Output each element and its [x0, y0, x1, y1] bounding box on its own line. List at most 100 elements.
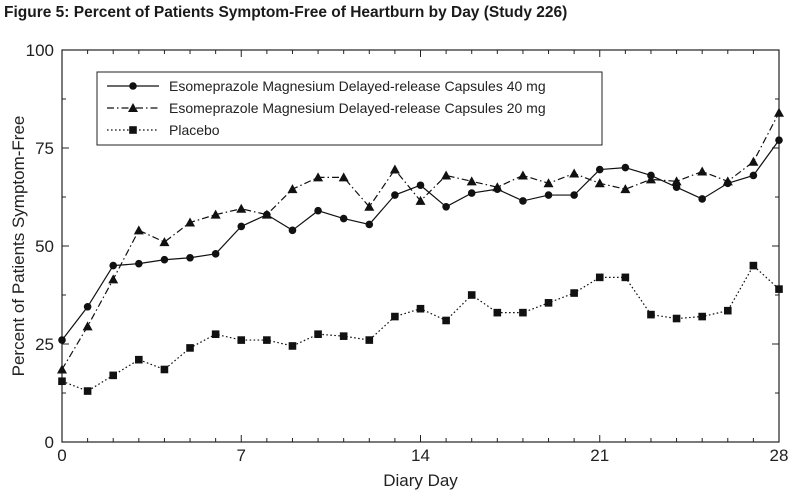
data-point	[133, 225, 144, 235]
data-point	[442, 316, 450, 325]
y-tick-label: 0	[45, 433, 54, 452]
data-point	[620, 184, 631, 194]
data-point	[83, 387, 92, 395]
data-point	[186, 253, 194, 262]
data-point	[108, 274, 119, 284]
data-point	[621, 163, 630, 172]
data-point	[82, 321, 93, 331]
y-tick-label: 100	[26, 41, 54, 60]
series-square	[58, 261, 783, 395]
legend-box	[96, 71, 603, 146]
data-point	[569, 168, 580, 178]
data-point	[58, 377, 66, 386]
data-point	[339, 332, 348, 340]
data-point	[493, 308, 502, 317]
data-point	[415, 195, 426, 205]
data-point	[594, 178, 605, 188]
data-point	[595, 165, 604, 174]
data-point	[287, 184, 298, 194]
data-point	[570, 289, 578, 297]
data-point	[159, 237, 170, 247]
data-point	[263, 336, 271, 344]
data-point	[749, 171, 758, 180]
data-point	[544, 299, 553, 307]
legend-entry: Esomeprazole Magnesium Delayed-release C…	[107, 100, 546, 116]
data-point	[621, 273, 630, 282]
data-point	[135, 355, 143, 364]
data-point	[570, 191, 578, 199]
data-point	[211, 250, 220, 258]
data-point	[749, 261, 758, 270]
figure-title: Figure 5: Percent of Patients Symptom-Fr…	[4, 4, 568, 21]
x-tick-label: 21	[590, 446, 609, 465]
legend-marker	[129, 126, 137, 134]
data-point	[186, 344, 194, 352]
y-tick-label: 75	[35, 139, 54, 158]
legend-label: Placebo	[169, 122, 220, 138]
data-point	[109, 261, 118, 270]
data-point	[313, 172, 324, 182]
data-point	[492, 182, 503, 192]
data-point	[466, 176, 477, 186]
data-point	[338, 172, 349, 182]
data-point	[58, 336, 66, 344]
data-point	[288, 342, 297, 350]
data-point	[467, 189, 476, 197]
data-point	[698, 312, 706, 321]
data-point	[519, 197, 527, 205]
data-point	[774, 107, 784, 117]
series-circle	[58, 136, 783, 344]
data-point	[442, 203, 450, 211]
data-point	[314, 330, 322, 338]
data-point	[237, 336, 246, 344]
axes: 0 7 14 21 28 0 25 50 75 100	[26, 41, 789, 465]
data-point	[697, 166, 708, 176]
data-point	[672, 314, 681, 323]
data-point	[211, 330, 220, 338]
data-point	[544, 191, 553, 199]
data-point	[83, 302, 92, 311]
data-point	[160, 255, 169, 264]
legend-marker	[129, 82, 137, 90]
data-point	[288, 226, 297, 235]
data-point	[339, 214, 348, 223]
data-point	[517, 170, 528, 180]
data-point	[109, 371, 118, 380]
data-point	[261, 209, 272, 219]
data-point	[135, 259, 143, 268]
x-tick-label: 28	[770, 446, 789, 465]
y-tick-label: 25	[35, 335, 54, 354]
x-tick-label: 14	[411, 446, 430, 465]
data-point	[775, 285, 783, 293]
legend-entry: Placebo	[107, 122, 220, 138]
series-layer	[57, 107, 784, 395]
series-triangle	[57, 107, 784, 374]
data-point	[671, 176, 682, 186]
data-point	[389, 164, 400, 174]
legend: Esomeprazole Magnesium Delayed-release C…	[96, 71, 603, 146]
data-point	[160, 365, 169, 374]
legend-entry: Esomeprazole Magnesium Delayed-release C…	[107, 78, 546, 94]
data-point	[467, 291, 476, 299]
y-axis-label: Percent of Patients Symptom-Free	[9, 116, 28, 377]
data-point	[57, 364, 67, 374]
data-point	[775, 136, 783, 144]
x-tick-label: 7	[237, 446, 246, 465]
data-point	[237, 222, 246, 231]
y-tick-label: 50	[35, 237, 54, 256]
data-point	[391, 312, 399, 321]
data-point	[647, 310, 655, 319]
series-line	[61, 264, 780, 392]
data-point	[210, 209, 221, 219]
data-point	[416, 181, 425, 190]
data-point	[748, 156, 759, 166]
data-point	[519, 308, 527, 317]
data-point	[364, 201, 375, 211]
data-point	[391, 191, 399, 199]
data-point	[595, 273, 604, 282]
legend-label: Esomeprazole Magnesium Delayed-release C…	[169, 100, 546, 116]
data-point	[185, 217, 196, 227]
x-axis-label: Diary Day	[383, 471, 458, 490]
data-point	[722, 176, 733, 186]
